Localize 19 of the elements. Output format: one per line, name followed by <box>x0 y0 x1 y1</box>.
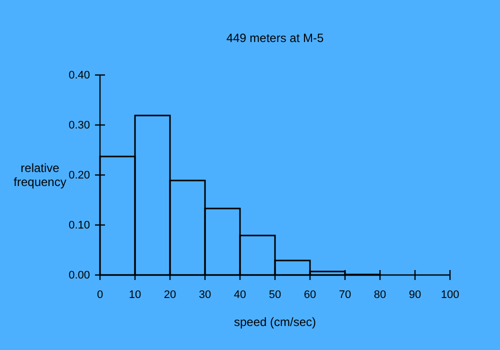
x-tick-label: 10 <box>128 288 142 301</box>
y-tick-label: 0.10 <box>68 220 90 232</box>
y-tick-label: 0.00 <box>68 270 90 282</box>
x-tick-label: 20 <box>164 288 176 301</box>
x-tick-label: 60 <box>304 288 316 301</box>
chart-title: 449 meters at M-5 <box>226 31 324 45</box>
x-tick-label: 100 <box>440 288 460 301</box>
x-tick-label: 90 <box>408 288 422 301</box>
y-tick-label: 0.40 <box>68 70 90 82</box>
x-tick-label: 30 <box>198 288 212 301</box>
x-tick-label: 80 <box>374 288 386 301</box>
x-tick-label: 0 <box>96 288 104 301</box>
y-axis-title: relative frequency <box>14 161 66 189</box>
y-tick-label: 0.20 <box>68 170 90 182</box>
x-tick-label: 40 <box>234 288 246 301</box>
x-axis-title: speed (cm/sec) <box>234 315 316 329</box>
y-tick-label: 0.30 <box>68 120 90 132</box>
x-tick-label: 70 <box>338 288 352 301</box>
x-tick-label: 50 <box>268 288 282 301</box>
